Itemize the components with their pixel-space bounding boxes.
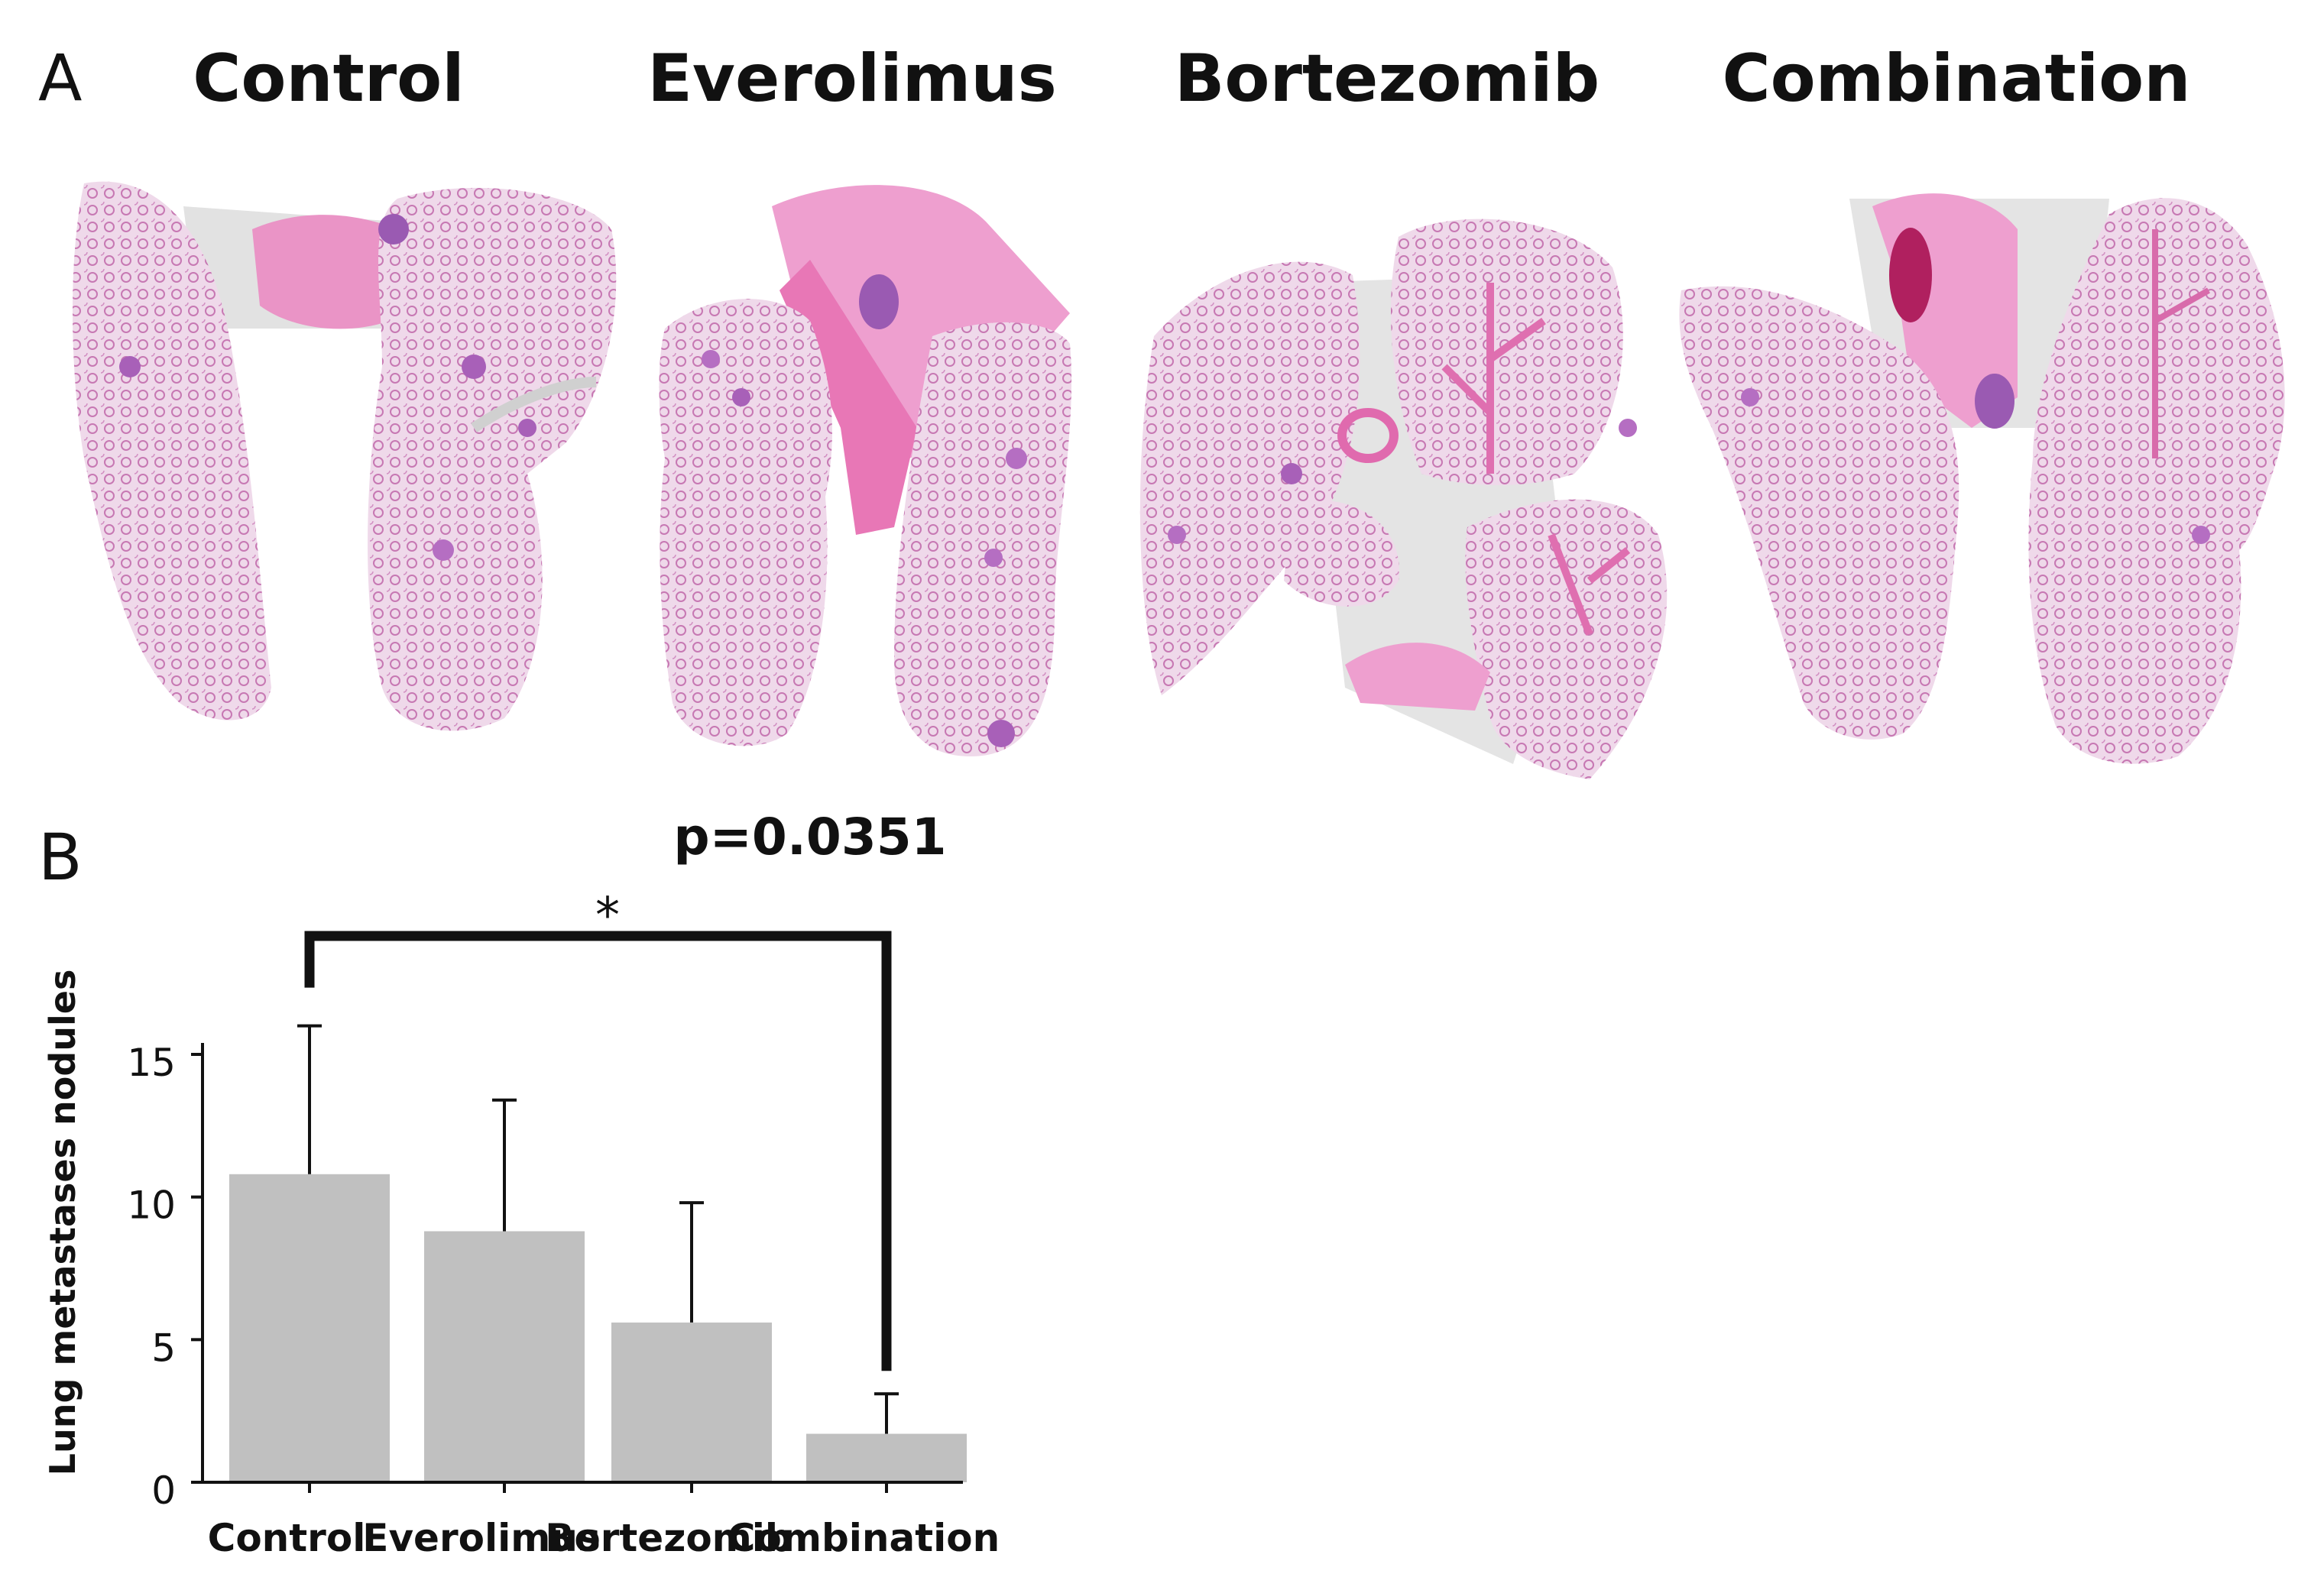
p-value-label: p=0.0351 [673, 808, 946, 866]
panel-a-letter: A [38, 40, 83, 115]
group-title-everolimus: Everolimus [647, 40, 1057, 117]
y-axis-ticks: 0 5 10 15 [127, 1041, 203, 1513]
lung-image-control [73, 181, 617, 731]
y-tick-label-15: 15 [127, 1041, 176, 1085]
error-bars [297, 1024, 899, 1493]
lung-image-everolimus [659, 185, 1072, 756]
y-tick-label-5: 5 [151, 1326, 176, 1370]
y-axis-title: Lung metastases nodules [42, 970, 83, 1476]
group-title-combination: Combination [1722, 40, 2191, 117]
x-label-control: Control [208, 1516, 366, 1560]
group-title-control: Control [193, 40, 465, 117]
lung-histology-images [73, 181, 2285, 779]
x-label-bortezomib: Bortezomib [545, 1516, 792, 1560]
bar-series [229, 1174, 967, 1482]
significance-bracket [304, 931, 892, 1371]
bar-combination [806, 1433, 967, 1482]
y-tick-label-0: 0 [151, 1469, 176, 1513]
group-title-bortezomib: Bortezomib [1174, 40, 1600, 117]
significance-star: * [595, 888, 620, 944]
bar-everolimus [424, 1231, 585, 1482]
lung-image-combination [1679, 193, 2285, 764]
y-tick-label-10: 10 [127, 1184, 176, 1228]
bar-chart: Lung metastases nodules 0 5 10 15 ControlEv… [42, 808, 1000, 1560]
bar-bortezomib [611, 1322, 772, 1482]
x-label-combination: Combination [728, 1516, 1000, 1560]
panel-b-letter: B [38, 820, 83, 895]
bar-control [229, 1174, 390, 1482]
x-label-everolimus: Everolimus [362, 1516, 600, 1560]
lung-image-bortezomib [1139, 219, 1668, 779]
